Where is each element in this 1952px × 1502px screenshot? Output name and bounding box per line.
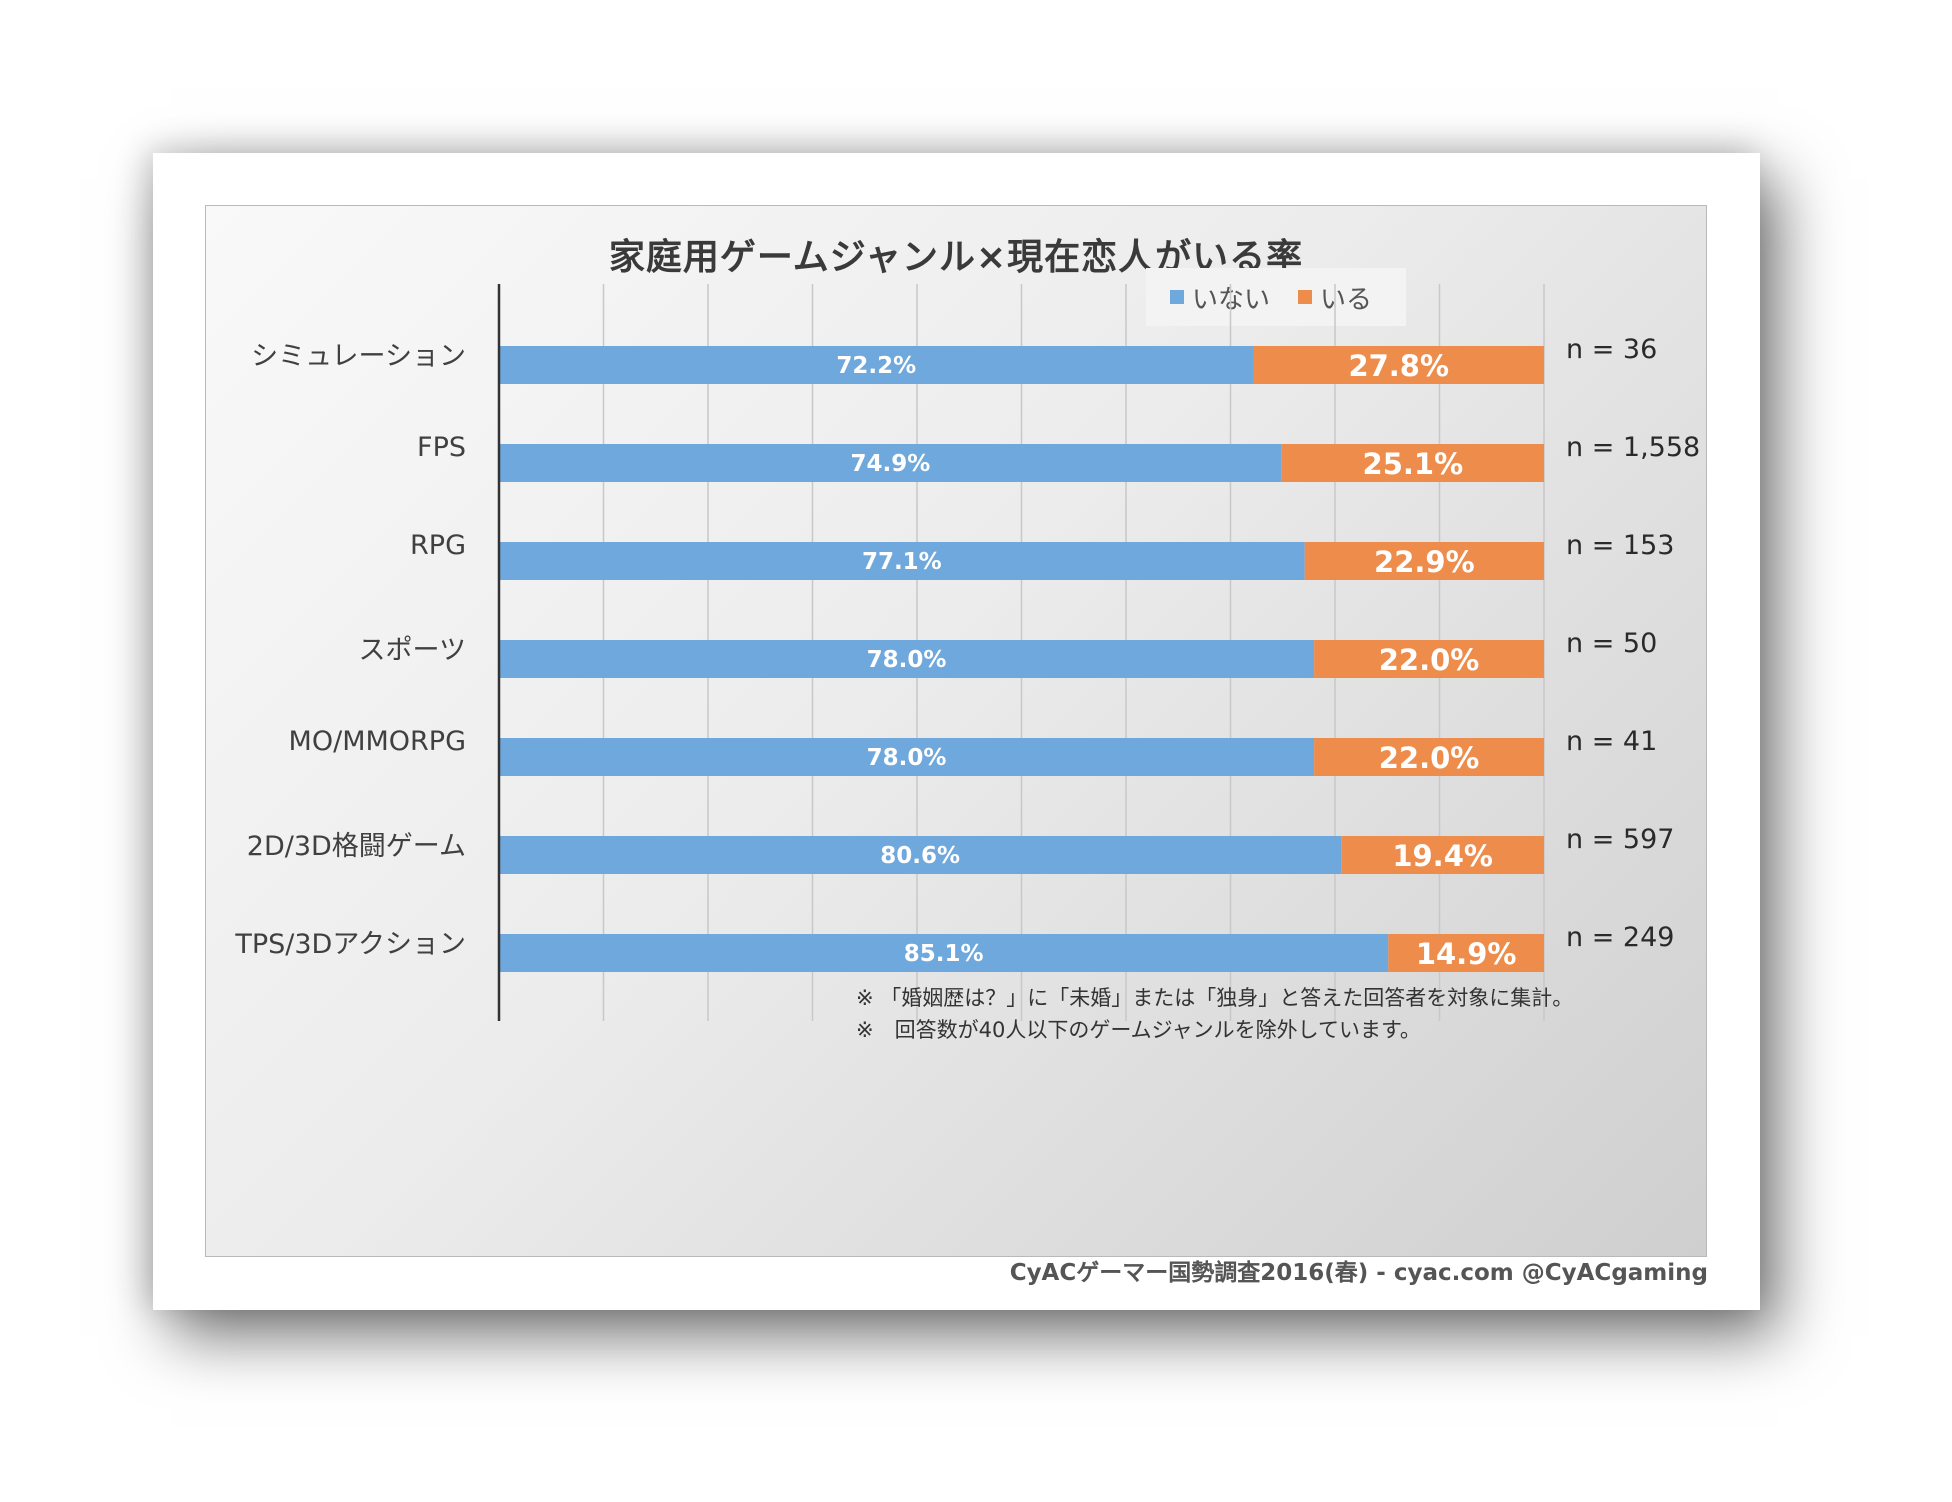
data-label: 74.9% xyxy=(850,451,930,477)
bar-segment-inai xyxy=(499,836,1342,874)
data-label: 19.4% xyxy=(1392,839,1493,873)
category-label: RPG xyxy=(410,530,466,561)
legend-label-series-1: いる xyxy=(1320,284,1373,315)
credit-line: CyACゲーマー国勢調査2016(春) - cyac.com @CyACgami… xyxy=(1009,1260,1708,1286)
data-label: 22.0% xyxy=(1379,741,1480,775)
bar-segment-iru xyxy=(1341,836,1544,874)
sample-size-label: n = 1,558 xyxy=(1566,432,1701,463)
legend-swatch-series-0 xyxy=(1170,290,1184,304)
legend-item-series-1: いる xyxy=(1298,279,1372,316)
bar-segment-inai xyxy=(499,934,1389,972)
chart-panel: 家庭用ゲームジャンル×現在恋人がいる率 いない いる 72.2% 27.8% 74.… xyxy=(205,205,1707,1257)
chart-card: 家庭用ゲームジャンル×現在恋人がいる率 いない いる 72.2% 27.8% 74.… xyxy=(153,153,1760,1310)
data-label: 22.9% xyxy=(1374,545,1475,579)
bar-segment-inai xyxy=(499,738,1315,776)
bar-segment-iru xyxy=(1281,444,1544,482)
bar-segment-inai xyxy=(499,542,1305,580)
data-label: 77.1% xyxy=(862,549,942,575)
bar-segment-inai xyxy=(499,444,1282,482)
sample-size-label: n = 249 xyxy=(1566,922,1675,953)
data-label: 25.1% xyxy=(1363,447,1464,481)
sample-size-label: n = 597 xyxy=(1566,824,1675,855)
bar-segment-iru xyxy=(1314,738,1544,776)
sample-size-label: n = 50 xyxy=(1566,628,1658,659)
bar-segment-inai xyxy=(499,640,1315,678)
data-label: 22.0% xyxy=(1379,643,1480,677)
bar-segment-iru xyxy=(1314,640,1544,678)
sample-size-label: n = 36 xyxy=(1566,334,1658,365)
bar-segment-iru xyxy=(1388,934,1544,972)
footnote: ※ 「婚姻歴は？」に「未婚」または「独身」と答えた回答者を対象に集計。 xyxy=(856,986,1574,1010)
category-label: 2D/3D格闘ゲーム xyxy=(246,831,466,862)
data-label: 78.0% xyxy=(867,647,947,673)
category-label: スポーツ xyxy=(358,635,466,666)
sample-size-label: n = 153 xyxy=(1566,530,1675,561)
footnote: ※ 回答数が40人以下のゲームジャンルを除外しています。 xyxy=(856,1018,1421,1042)
bar-segment-iru xyxy=(1304,542,1544,580)
category-label: シミュレーション xyxy=(251,341,466,372)
data-label: 78.0% xyxy=(867,745,947,771)
category-label: TPS/3Dアクション xyxy=(235,929,466,960)
data-label: 14.9% xyxy=(1416,937,1517,971)
category-label: FPS xyxy=(417,432,466,463)
legend-swatch-series-1 xyxy=(1298,290,1313,304)
legend: いない いる xyxy=(1146,268,1406,326)
data-label: 85.1% xyxy=(904,941,984,967)
bar-segment-iru xyxy=(1253,346,1544,384)
data-label: 27.8% xyxy=(1348,349,1449,383)
data-label: 72.2% xyxy=(836,353,916,379)
data-label: 80.6% xyxy=(880,843,960,869)
bar-segment-inai xyxy=(499,346,1254,384)
plot-area: 72.2% 27.8% 74.9% 25.1% 77.1% 22.9% 78.0% 22.0%… xyxy=(497,284,1545,1021)
category-label: MO/MMORPG xyxy=(288,726,466,757)
sample-size-label: n = 41 xyxy=(1566,726,1658,757)
